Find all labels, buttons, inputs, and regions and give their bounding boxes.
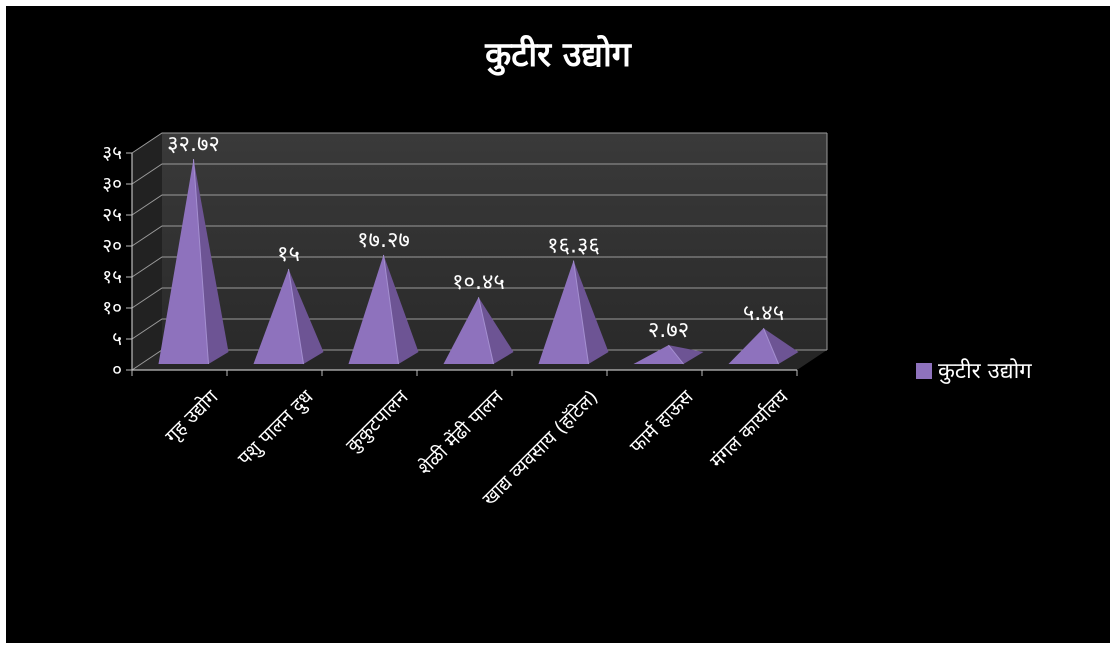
x-tick-label: मंगल कार्यालय [705, 385, 793, 473]
data-label: १६.३६ [547, 234, 600, 259]
bar-pyramid-side [763, 328, 799, 364]
bar-pyramid-edge [668, 344, 684, 365]
y-tick-label: १५ [102, 266, 122, 288]
data-label: ३२.७२ [167, 132, 220, 157]
bar-pyramid-edge [478, 297, 494, 365]
y-tick-label: ३० [102, 173, 122, 195]
y-tick-label: ५ [112, 328, 122, 350]
side-wall [132, 133, 162, 370]
bar-pyramid-edge [288, 268, 304, 365]
gridline [131, 194, 827, 216]
y-tick-label: ३५ [102, 142, 122, 164]
bar-pyramid-side [573, 260, 609, 364]
chart-svg: कुटीर उद्योग ० ५ १० १५ २० २५ ३० ३५ ३२.७२ १५ १७.२७ १… [102, 34, 1032, 510]
bar-pyramid [633, 345, 684, 364]
bar-pyramid-side [288, 269, 324, 364]
x-tick-label: शेळी मेंढी पालन [413, 385, 508, 480]
data-label: १०.४५ [452, 270, 505, 295]
gridline [131, 318, 827, 340]
legend: कुटीर उद्योग [916, 358, 1032, 384]
bar-pyramid [158, 159, 209, 364]
x-tick-label: गृह उद्योग [160, 385, 223, 448]
data-label: २.७२ [648, 318, 689, 343]
back-wall [162, 133, 827, 350]
bar-pyramid [253, 269, 304, 364]
bar-pyramid [443, 297, 494, 364]
y-tick-label: २० [102, 235, 122, 257]
bar-pyramid-side [383, 254, 419, 364]
gridline [131, 163, 827, 185]
x-tick-label: फार्म हाऊस [625, 384, 698, 457]
bar-pyramid-side [193, 159, 229, 364]
legend-label: कुटीर उद्योग [938, 358, 1032, 384]
bar-pyramid [348, 254, 399, 364]
gridline [131, 287, 827, 309]
plot-area: ० ५ १० १५ २० २५ ३० ३५ ३२.७२ १५ १७.२७ १०.४५ १६.३६ २.७२… [102, 132, 828, 510]
data-label: ५.४५ [743, 301, 784, 326]
bar-pyramid-edge [193, 159, 209, 365]
chart-panel: कुटीर उद्योग ० ५ १० १५ २० २५ ३० ३५ ३२.७२ १५ १७.२७ १… [6, 6, 1110, 643]
bar-pyramid-edge [573, 260, 589, 365]
x-tick-label: पशु पालन दुध [234, 386, 319, 471]
gridline [131, 256, 827, 278]
bar-pyramid-edge [383, 254, 399, 365]
data-label: १५ [277, 242, 300, 267]
x-tick-label: कुकुटपालन [342, 386, 414, 458]
bar-pyramid [538, 260, 589, 364]
y-tick-label: १० [102, 297, 122, 319]
bar-pyramid [728, 328, 779, 364]
y-tick-label: २५ [102, 204, 122, 226]
legend-swatch [916, 363, 932, 379]
data-label: १७.२७ [357, 228, 410, 253]
bar-pyramid-side [478, 297, 514, 364]
gridline [131, 225, 827, 247]
gridline [131, 132, 827, 154]
bar-pyramid-side [668, 345, 704, 364]
y-tick-label: ० [112, 359, 122, 381]
chart-title: कुटीर उद्योग [484, 34, 633, 76]
bar-pyramid-edge [763, 328, 779, 365]
